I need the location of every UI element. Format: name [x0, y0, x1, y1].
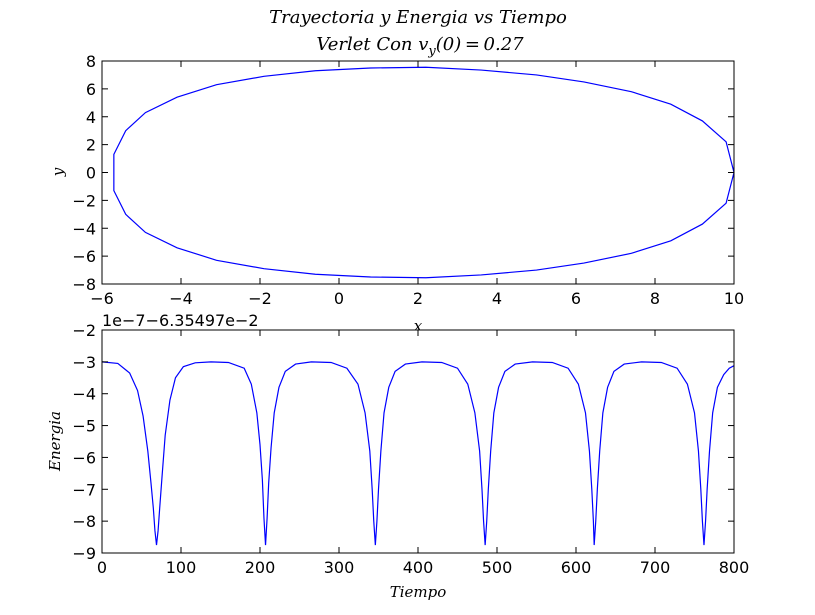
- figure-subtitle: Verlet Con vy(0) = 0.27: [316, 34, 524, 59]
- energy-ytick-label: −7: [72, 480, 96, 499]
- energy-ylabel: Energia: [46, 411, 64, 472]
- energy-line: [101, 361, 735, 546]
- trajectory-xtick-label: 6: [571, 289, 581, 308]
- trajectory-xtick-label: 4: [492, 289, 502, 308]
- figure-title: Trayectoria y Energia vs Tiempo: [269, 7, 567, 28]
- subtitle-suffix: (0) = 0.27: [436, 34, 524, 55]
- energy-ytick-label: −3: [72, 353, 96, 372]
- trajectory-ytick-label: 0: [86, 164, 96, 183]
- trajectory-xtick-label: −2: [248, 289, 272, 308]
- energy-xtick-label: 600: [561, 558, 592, 577]
- subtitle-prefix: Verlet Con v: [316, 34, 428, 55]
- trajectory-ytick-label: −2: [72, 191, 96, 210]
- energy-xtick-label: 0: [97, 558, 107, 577]
- trajectory-xtick-label: −4: [169, 289, 193, 308]
- subtitle-subscript: y: [427, 44, 436, 59]
- trajectory-ytick-label: 8: [86, 52, 96, 71]
- trajectory-xtick-label: 0: [334, 289, 344, 308]
- energy-ticks: 0 100 200 300 400 500 600 700 800 −9 −8 −7 −6 −5 −4 −3 −…: [72, 321, 749, 577]
- trajectory-ytick-label: 6: [86, 80, 96, 99]
- energy-xtick-label: 100: [166, 558, 197, 577]
- trajectory-ytick-label: 2: [86, 136, 96, 155]
- energy-ytick-label: −4: [72, 385, 96, 404]
- trajectory-ytick-label: −8: [72, 275, 96, 294]
- energy-xtick-label: 400: [403, 558, 434, 577]
- energy-xtick-label: 800: [719, 558, 750, 577]
- trajectory-ytick-label: −4: [72, 219, 96, 238]
- trajectory-ytick-label: −6: [72, 247, 96, 266]
- energy-ytick-label: −6: [72, 448, 96, 467]
- energy-ytick-label: −8: [72, 512, 96, 531]
- energy-offset-text: 1e−7−6.35497e−2: [102, 311, 259, 330]
- energy-xtick-label: 200: [245, 558, 276, 577]
- trajectory-line: [113, 66, 735, 279]
- energy-ytick-label: −5: [72, 417, 96, 436]
- energy-plot-area: [102, 330, 734, 553]
- energy-xlabel: Tiempo: [390, 583, 447, 601]
- energy-ytick-label: −2: [72, 321, 96, 340]
- energy-ytick-label: −9: [72, 544, 96, 563]
- energy-xtick-label: 300: [324, 558, 355, 577]
- trajectory-xlabel: x: [414, 317, 423, 335]
- trajectory-xtick-label: 10: [724, 289, 744, 308]
- trajectory-plot-area: [102, 61, 734, 284]
- trajectory-frame: [101, 60, 735, 285]
- energy-xtick-label: 700: [640, 558, 671, 577]
- energy-axes: 0 100 200 300 400 500 600 700 800 −9 −8 −7 −6 −5 −4 −3 −…: [46, 311, 749, 601]
- trajectory-ytick-label: 4: [86, 108, 96, 127]
- energy-xtick-label: 500: [482, 558, 513, 577]
- energy-frame: [101, 329, 735, 554]
- trajectory-ylabel: y: [49, 167, 67, 177]
- trajectory-xtick-label: −6: [90, 289, 114, 308]
- trajectory-xtick-label: 2: [413, 289, 423, 308]
- trajectory-xtick-label: 8: [650, 289, 660, 308]
